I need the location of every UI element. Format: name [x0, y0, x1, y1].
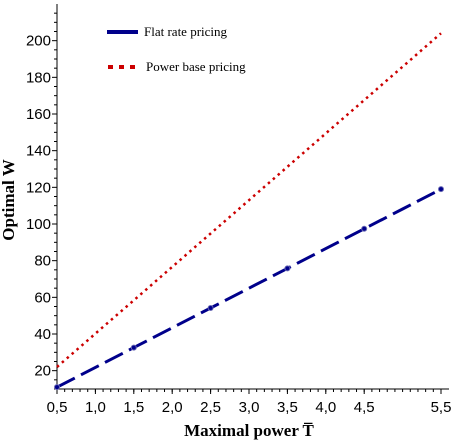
series-point: [54, 384, 60, 391]
series-point: [438, 186, 444, 193]
x-tick-label: 2,0: [162, 399, 183, 416]
series-point: [361, 225, 368, 232]
y-tick-label: 180: [26, 69, 51, 86]
series-point: [130, 344, 137, 351]
series-line-0: [56, 187, 442, 389]
series-point: [284, 265, 291, 272]
x-axis-title: Maximal power T̅: [184, 421, 314, 440]
series-layer: [54, 32, 444, 391]
x-tick-label: 3,5: [277, 399, 298, 416]
y-tick-label: 40: [34, 326, 51, 343]
legend-item-power-base: Power base pricing: [108, 59, 246, 74]
legend-label-flat-rate: Flat rate pricing: [144, 24, 228, 39]
series-line-1: [56, 32, 442, 368]
x-tick-label: 3,0: [239, 399, 260, 416]
x-tick-label: 4,5: [354, 399, 375, 416]
y-tick-label: 80: [34, 253, 51, 270]
x-tick-label: 2,5: [200, 399, 221, 416]
y-axis-title: Optimal W: [0, 159, 18, 240]
legend-item-flat-rate: Flat rate pricing: [107, 24, 228, 39]
y-tick-label: 160: [26, 106, 51, 123]
y-tick-label: 120: [26, 179, 51, 196]
x-tick-label: 4,0: [315, 399, 336, 416]
y-tick-label: 200: [26, 33, 51, 50]
y-tick-label: 60: [34, 289, 51, 306]
y-tick-label: 140: [26, 143, 51, 160]
y-tick-label: 100: [26, 216, 51, 233]
x-tick-label: 1,0: [85, 399, 106, 416]
legend: Flat rate pricing Power base pricing: [107, 24, 246, 74]
plot-frame: [56, 4, 449, 390]
x-tick-label: 1,5: [123, 399, 144, 416]
legend-label-power-base: Power base pricing: [146, 59, 246, 74]
x-tick-label: 0,5: [47, 399, 68, 416]
y-tick-label: 20: [34, 363, 51, 380]
x-ticks: 0,5 1,0 1,5 2,0 2,5 3,0 3,5 4,0 4,5 5,5: [47, 389, 452, 416]
series-point: [207, 304, 214, 311]
x-tick-label: 5,5: [431, 399, 452, 416]
y-ticks: 20 40 60 80 100 120 140 160 180 200: [26, 12, 57, 390]
